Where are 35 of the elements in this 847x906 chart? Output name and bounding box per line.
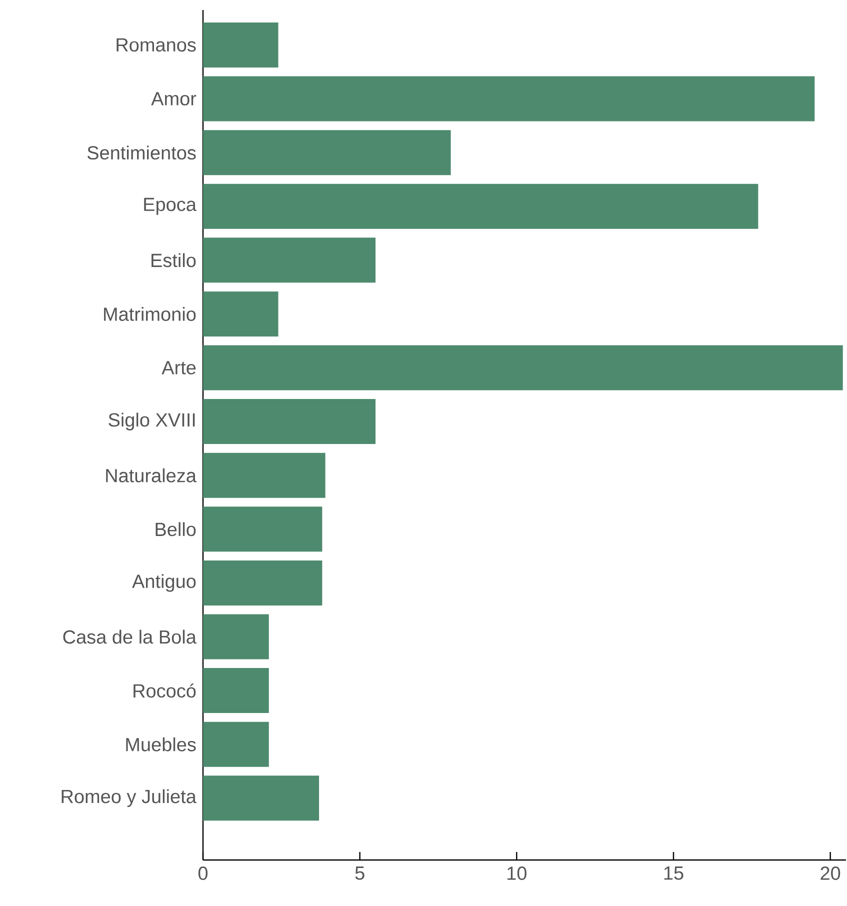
bar: [202, 238, 376, 283]
bar: [202, 614, 269, 660]
y-tick-label: Naturaleza: [106, 468, 196, 482]
x-tick-label: 0: [198, 866, 208, 880]
y-tick-label: Sentimientos: [87, 146, 196, 160]
x-tick-label: 20: [820, 866, 840, 880]
y-tick-label: Siglo XVIII: [108, 412, 195, 430]
y-tick-label: Muebles: [126, 737, 196, 752]
bar: [202, 130, 451, 176]
bar: [202, 560, 322, 606]
bar: [202, 184, 758, 229]
bar: [202, 506, 322, 552]
bar: [202, 668, 269, 714]
y-tick-label: Estilo: [151, 253, 196, 268]
x-tick-label: 5: [355, 866, 364, 880]
bar: [202, 776, 319, 821]
x-tick-label: 15: [664, 866, 684, 880]
bar: [202, 345, 843, 390]
x-tick-label: 10: [507, 866, 526, 880]
y-tick-label: Arte: [162, 361, 196, 374]
y-tick-label: Epoca: [144, 198, 196, 215]
bar: [202, 291, 278, 336]
bar: [202, 22, 278, 68]
bar: [202, 399, 376, 444]
y-tick-label: Romanos: [116, 38, 196, 52]
y-tick-label: Antiguo: [132, 574, 196, 592]
bar: [202, 452, 326, 498]
bar: [202, 76, 815, 122]
bar: [202, 722, 269, 767]
y-tick-label: Bello: [156, 522, 196, 536]
y-tick-label: Amor: [151, 92, 196, 106]
y-tick-label: Romeo y Julieta: [62, 789, 196, 807]
y-tick-label: Matrimonio: [104, 306, 196, 321]
y-tick-label: Casa de la Bola: [63, 630, 196, 644]
y-tick-label: Rococó: [134, 683, 196, 698]
